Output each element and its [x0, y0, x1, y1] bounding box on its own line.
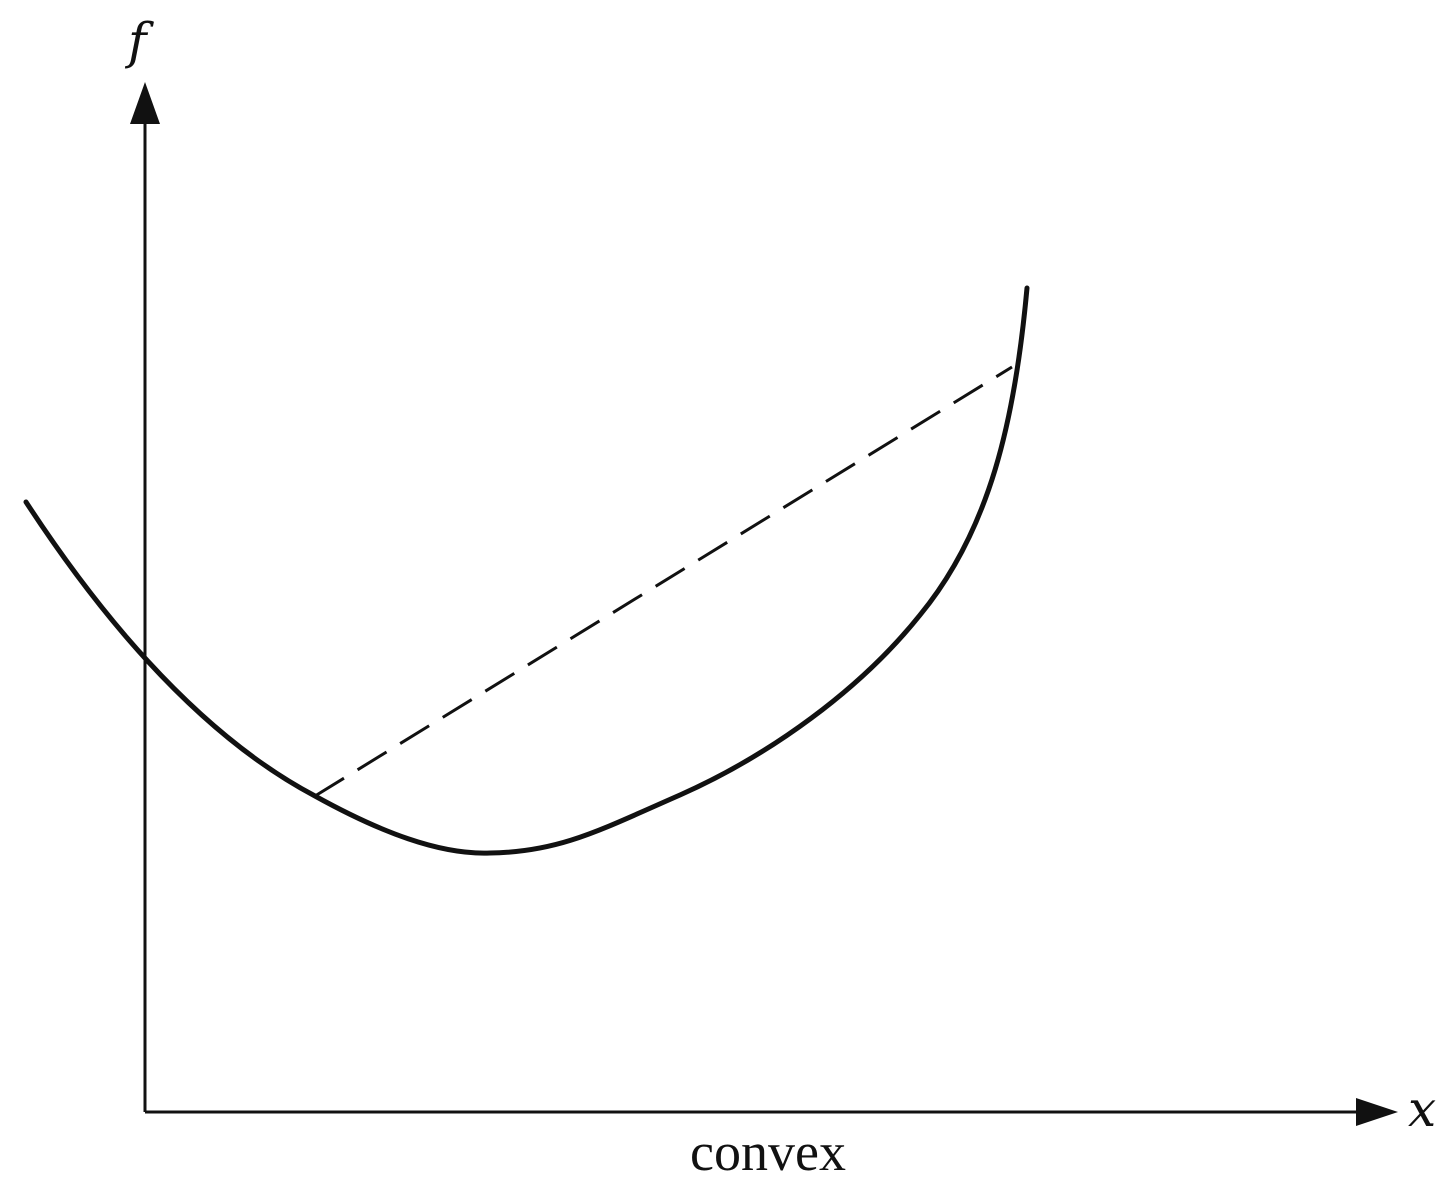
- x-axis-label: x: [1408, 1080, 1436, 1138]
- convex-curve: [23, 285, 1030, 856]
- figure-caption: convex: [690, 1122, 846, 1182]
- y-axis-arrowhead: [130, 82, 160, 124]
- dashed-chord: [314, 365, 1013, 798]
- y-axis-label: f: [124, 12, 154, 70]
- x-axis-arrowhead: [1356, 1098, 1398, 1126]
